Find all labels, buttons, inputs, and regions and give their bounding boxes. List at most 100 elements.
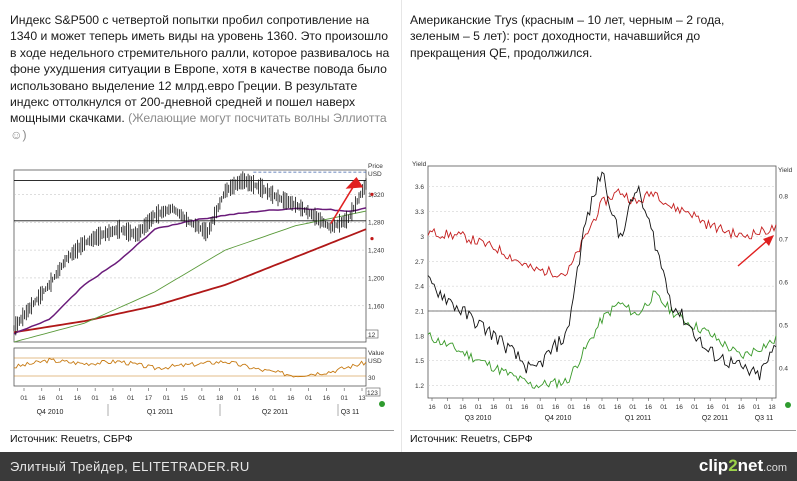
- x-day-tick: 01: [163, 395, 171, 402]
- logo-tail: net: [737, 456, 764, 475]
- x-day-tick: 01: [444, 404, 452, 411]
- yield-y-tick-left: 2.7: [415, 259, 424, 266]
- x-day-tick: 16: [676, 404, 684, 411]
- yield-y-tick-right: 0.5: [779, 322, 788, 329]
- status-dot: [379, 401, 385, 407]
- x-day-tick: 16: [521, 404, 529, 411]
- series-five-year: [427, 290, 777, 390]
- x-period-label: Q2 2011: [262, 409, 288, 416]
- yield-y-tick-left: 3.6: [415, 184, 424, 191]
- osc-axis-title: Value: [368, 350, 385, 357]
- x-day-tick: 01: [20, 395, 28, 402]
- x-day-tick: 16: [583, 404, 591, 411]
- sp500-chart: Price USD 1,320 1,280 1,240 1,200 1,160 12 V…: [10, 158, 394, 426]
- x-day-tick: 18: [216, 395, 224, 402]
- yield-y-tick-right: 0.4: [779, 365, 788, 372]
- yield-axis-title-right: Yield: [778, 167, 793, 174]
- column-divider: [401, 0, 402, 452]
- x-day-tick: 16: [38, 395, 46, 402]
- series-oscillator: [13, 357, 367, 378]
- series-ten-year: [427, 188, 777, 278]
- breakout-arrow: [330, 176, 374, 241]
- series-two-year: [427, 171, 777, 381]
- x-day-tick: 01: [537, 404, 545, 411]
- x-day-tick: 15: [180, 395, 188, 402]
- x-day-tick: 16: [645, 404, 653, 411]
- x-day-tick: 01: [305, 395, 313, 402]
- price-axis-unit: USD: [368, 171, 382, 178]
- x-day-tick: 16: [74, 395, 82, 402]
- x-period-label: Q1 2011: [147, 409, 173, 416]
- footer-bar: Элитный Трейдер, ELITETRADER.RU clip2net…: [0, 452, 797, 481]
- arrow-shaft: [737, 239, 769, 267]
- osc-y-tick: 30: [368, 375, 376, 382]
- x-day-tick: 01: [567, 404, 575, 411]
- yield-rise-arrow: [737, 235, 774, 267]
- x-period-label: Q3 2010: [465, 415, 492, 422]
- series-ma-200: [13, 228, 367, 334]
- logo-main: clip: [698, 456, 729, 475]
- x-day-tick: 17: [145, 395, 153, 402]
- series-price-bars: [13, 171, 367, 336]
- x-day-tick: 01: [198, 395, 206, 402]
- elliott-waves-note: (Желающие могут посчитать волны Эллиотта…: [10, 111, 387, 142]
- x-day-tick: 01: [127, 395, 135, 402]
- logo-accent: 2: [728, 456, 738, 475]
- price-y-tick: 1,240: [368, 248, 385, 255]
- x-day-tick: 01: [92, 395, 100, 402]
- source-rule-right: [410, 430, 796, 431]
- osc-axis-unit: USD: [368, 358, 382, 365]
- x-day-tick: 01: [598, 404, 606, 411]
- oscillator-panel: Value USD 30 123: [13, 347, 385, 397]
- arrow-head: [763, 235, 774, 246]
- x-day-tick: 16: [552, 404, 560, 411]
- x-day-tick: 16: [490, 404, 498, 411]
- x-day-tick: 01: [691, 404, 699, 411]
- x-day-tick: 01: [629, 404, 637, 411]
- yield-y-tick-left: 3.3: [415, 209, 424, 216]
- price-y-tick: 1,320: [368, 192, 385, 199]
- source-left: Источник: Reuetrs, СБРФ: [10, 433, 133, 445]
- x-day-tick: 01: [234, 395, 242, 402]
- x-day-tick: 16: [737, 404, 745, 411]
- yield-y-tick-left: 2.1: [415, 309, 424, 316]
- yield-y-tick-right: 0.6: [779, 280, 788, 287]
- series-ma-mid: [13, 210, 367, 343]
- osc-badge: 123: [367, 390, 378, 397]
- x-day-tick: 01: [722, 404, 730, 411]
- x-period-label: Q2 2011: [702, 415, 728, 422]
- x-day-tick: 13: [358, 395, 366, 402]
- sp500-commentary: Индекс S&P500 с четвертой попытки пробил…: [10, 12, 394, 143]
- clip2net-logo[interactable]: clip2net.com: [699, 456, 787, 476]
- price-marker: [370, 192, 374, 196]
- x-period-label: Q1 2011: [625, 415, 651, 422]
- x-period-label: Q4 2010: [37, 409, 64, 416]
- x-day-tick: 16: [428, 404, 436, 411]
- status-dot-right: [785, 402, 791, 408]
- arrow-head: [345, 176, 364, 189]
- yield-y-tick-left: 1.5: [415, 358, 424, 365]
- x-day-tick: 01: [269, 395, 277, 402]
- x-day-tick: 16: [323, 395, 331, 402]
- logo-domain: .com: [763, 462, 787, 474]
- price-y-tick: 1,280: [368, 220, 385, 227]
- price-axis-title: Price: [368, 163, 383, 170]
- x-day-tick: 01: [660, 404, 668, 411]
- source-right: Источник: Reuetrs, СБРФ: [410, 433, 533, 445]
- x-day-tick: 16: [109, 395, 117, 402]
- x-day-tick: 16: [707, 404, 715, 411]
- x-period-label: Q3 11: [341, 409, 360, 416]
- source-rule-left: [10, 430, 394, 431]
- x-day-tick: 16: [614, 404, 622, 411]
- x-period-label: Q4 2010: [545, 415, 572, 422]
- x-day-tick: 01: [56, 395, 64, 402]
- sp500-price-panel: Price USD 1,320 1,280 1,240 1,200 1,160 12: [13, 163, 385, 343]
- x-day-tick: 01: [753, 404, 761, 411]
- x-day-tick: 01: [341, 395, 349, 402]
- price-badge: 12: [368, 332, 376, 339]
- yield-y-tick-left: 3: [420, 234, 424, 241]
- ma-marker: [370, 236, 374, 241]
- treasury-yields-chart: Yield Yield 3.6 3.3 3 2.7 2.4 2.1 1.8 1.5 1.2 0.…: [410, 158, 796, 426]
- x-day-tick: 01: [475, 404, 483, 411]
- x-day-tick: 16: [459, 404, 467, 411]
